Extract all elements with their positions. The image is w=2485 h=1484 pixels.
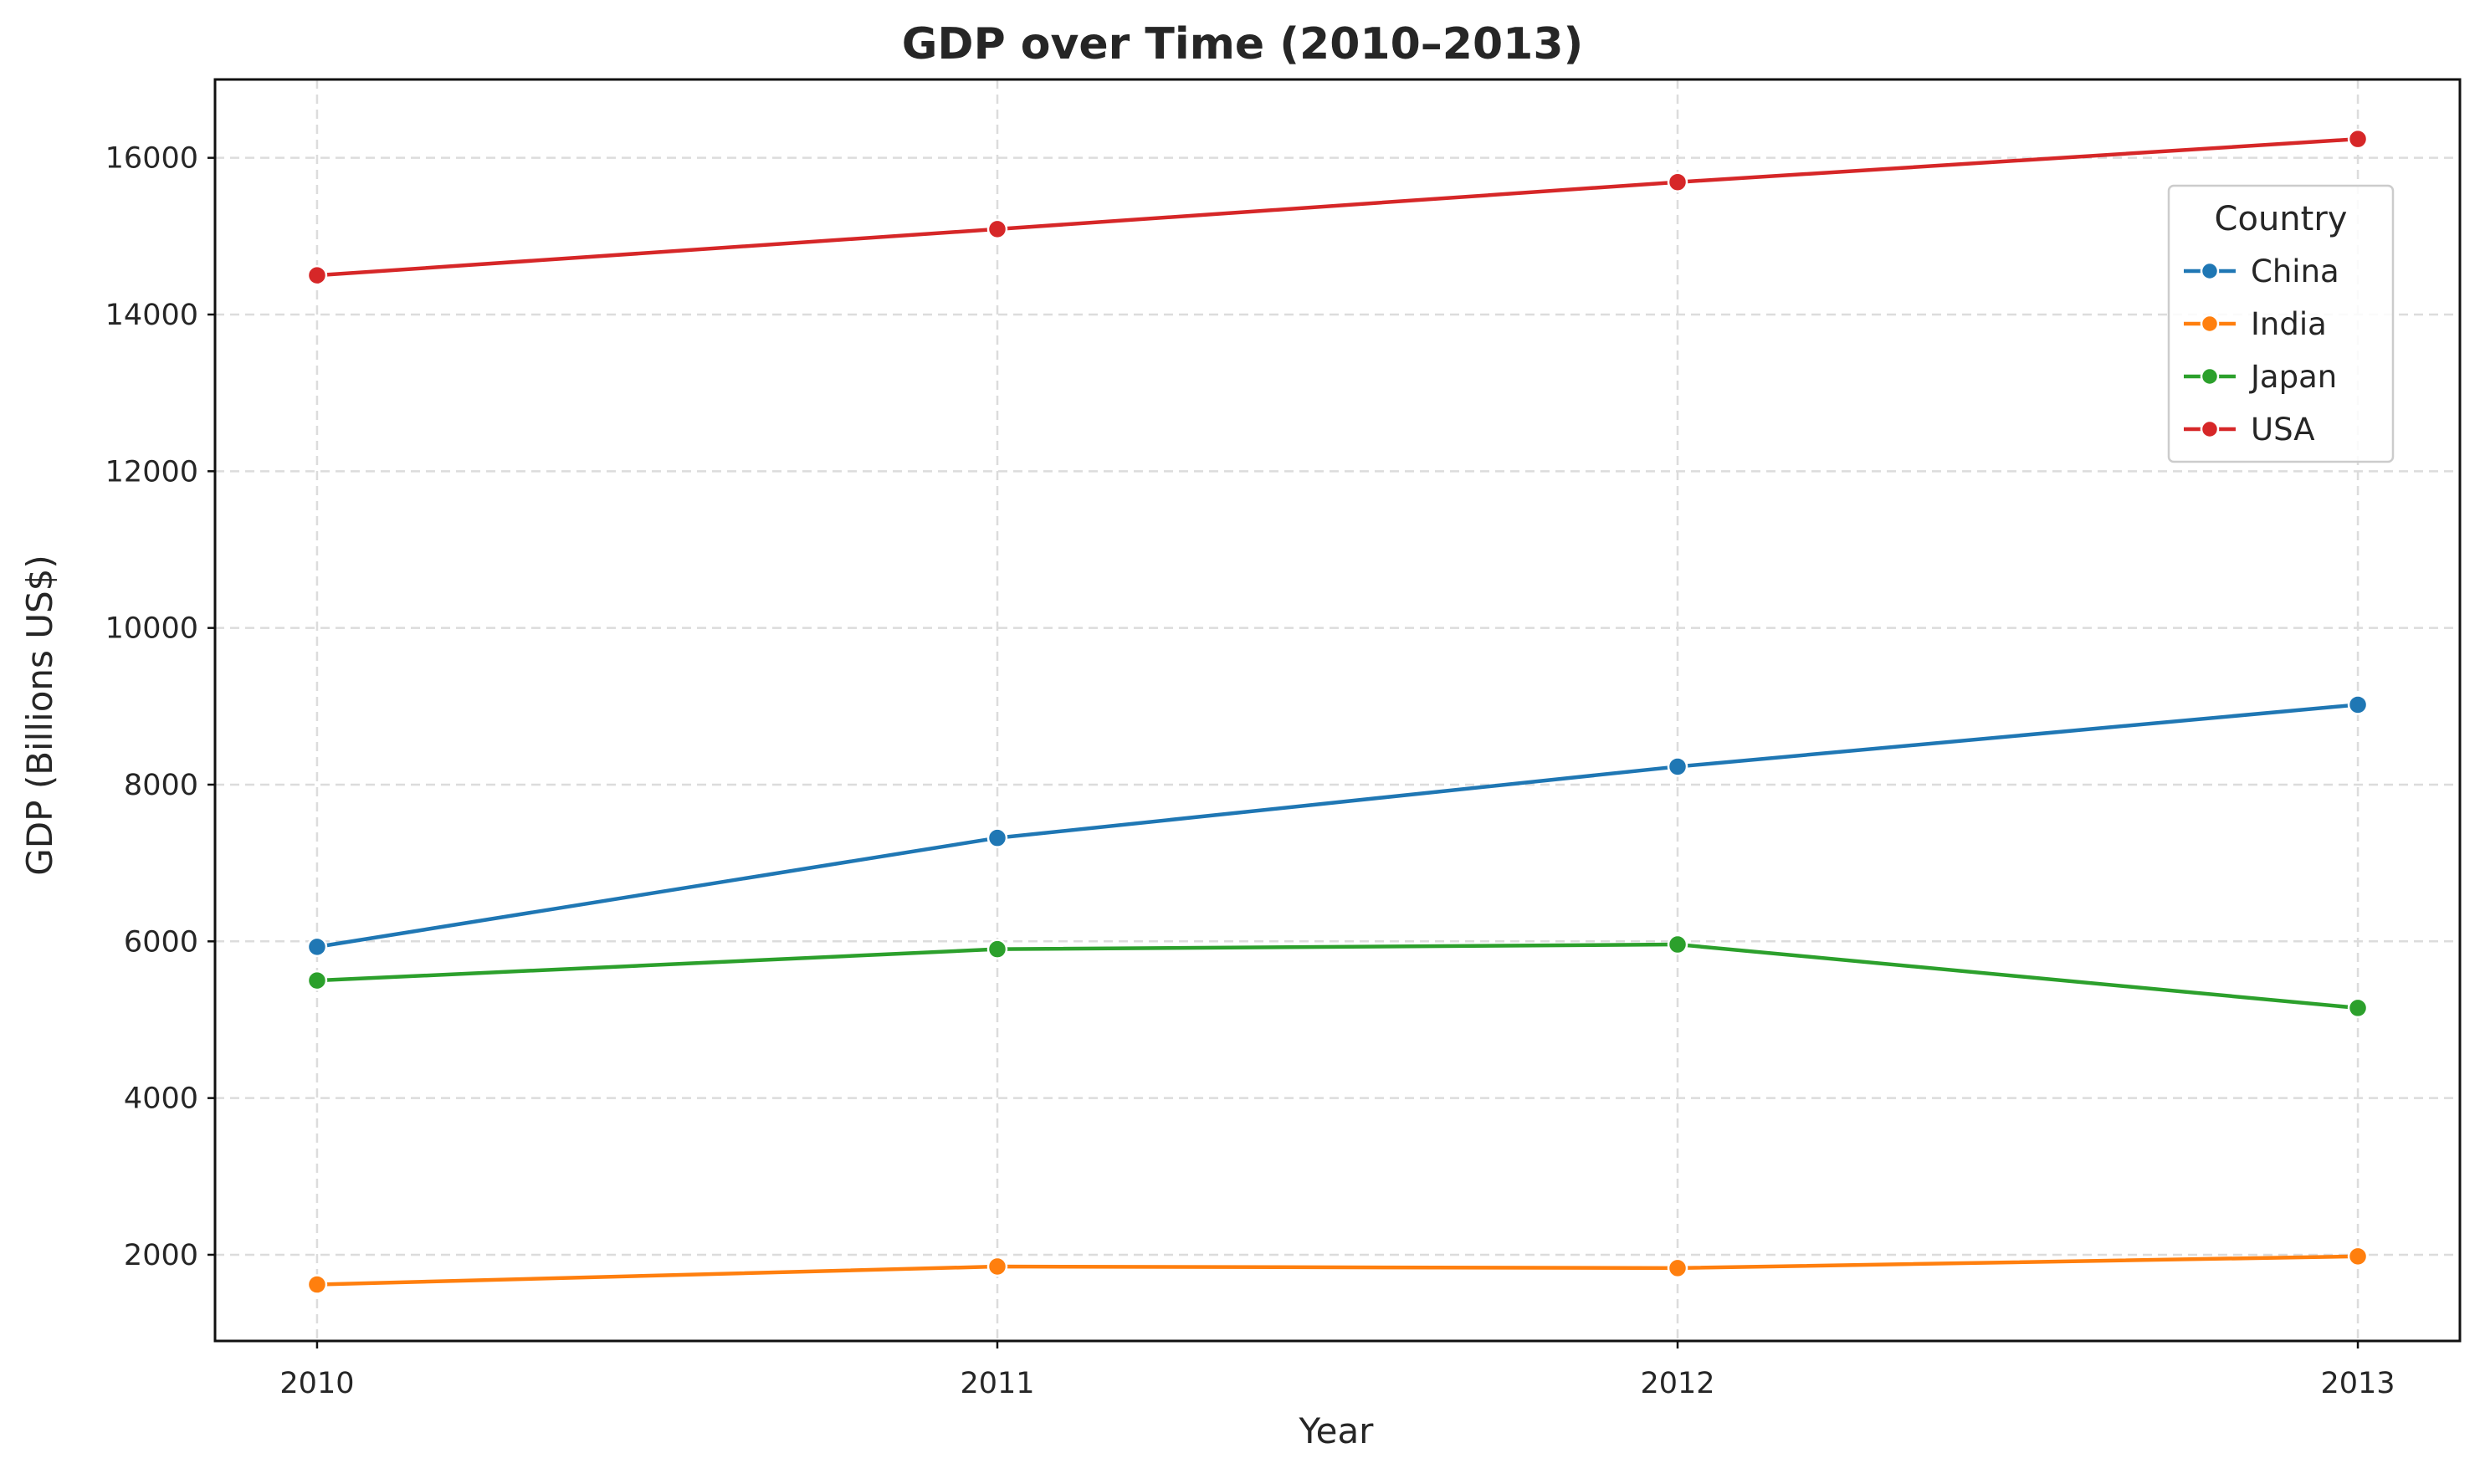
y-tick-label: 2000 [124, 1239, 198, 1272]
data-point-india [306, 1274, 328, 1295]
data-point-usa [986, 218, 1008, 240]
data-point-japan [2347, 997, 2369, 1019]
data-point-japan [306, 970, 328, 991]
legend-label-japan: Japan [2249, 359, 2337, 395]
y-tick-label: 8000 [124, 769, 198, 802]
data-point-china [1667, 756, 1688, 777]
legend-label-usa: USA [2251, 412, 2315, 448]
legend-box [2167, 184, 2395, 463]
data-point-usa [306, 264, 328, 286]
y-tick-label: 6000 [124, 925, 198, 959]
data-point-china [306, 936, 328, 958]
tick-layer: 2010 2011 2012 2013 2000 4000 6000 8000 10000 120… [105, 142, 2395, 1400]
data-point-china [986, 827, 1008, 848]
legend-marker-usa [2200, 419, 2220, 439]
series-line-usa [315, 136, 2360, 278]
y-tick-label: 16000 [105, 142, 198, 176]
grid-layer [215, 79, 2460, 1341]
legend: Country China India Japan USA [2167, 184, 2395, 463]
legend-marker-india [2200, 314, 2220, 334]
series-line-india [315, 1254, 2360, 1287]
data-point-japan [986, 939, 1008, 959]
legend-marker-china [2200, 261, 2220, 281]
legend-label-china: China [2251, 253, 2339, 289]
data-point-india [2347, 1246, 2369, 1267]
series-india [306, 1246, 2369, 1295]
y-tick-label: 4000 [124, 1082, 198, 1116]
x-tick-label: 2012 [1640, 1367, 1714, 1400]
series-usa [306, 128, 2369, 286]
data-point-india [986, 1256, 1008, 1277]
data-point-usa [2347, 128, 2369, 150]
chart-title: GDP over Time (2010–2013) [902, 19, 1584, 69]
plot-frame [213, 78, 2462, 1343]
data-point-china [2347, 694, 2369, 715]
y-tick-label: 14000 [105, 299, 198, 332]
data-point-japan [1667, 934, 1688, 955]
series-line-china [315, 703, 2360, 949]
series-line-japan [315, 942, 2360, 1011]
legend-marker-japan [2200, 366, 2220, 386]
x-tick-label: 2011 [960, 1367, 1034, 1400]
legend-title: Country [2215, 200, 2348, 238]
series-japan [306, 934, 2369, 1019]
legend-label-india: India [2251, 306, 2327, 342]
data-point-usa [1667, 171, 1688, 192]
y-axis-label: GDP (Billions US$) [19, 555, 60, 876]
series-china [306, 694, 2369, 958]
y-tick-label: 12000 [105, 455, 198, 489]
x-axis-label: Year [1299, 1410, 1375, 1451]
y-tick-label: 10000 [105, 612, 198, 646]
x-tick-label: 2013 [2321, 1367, 2395, 1400]
data-point-india [1667, 1257, 1688, 1279]
x-tick-label: 2010 [279, 1367, 354, 1400]
series-layer [306, 128, 2369, 1295]
